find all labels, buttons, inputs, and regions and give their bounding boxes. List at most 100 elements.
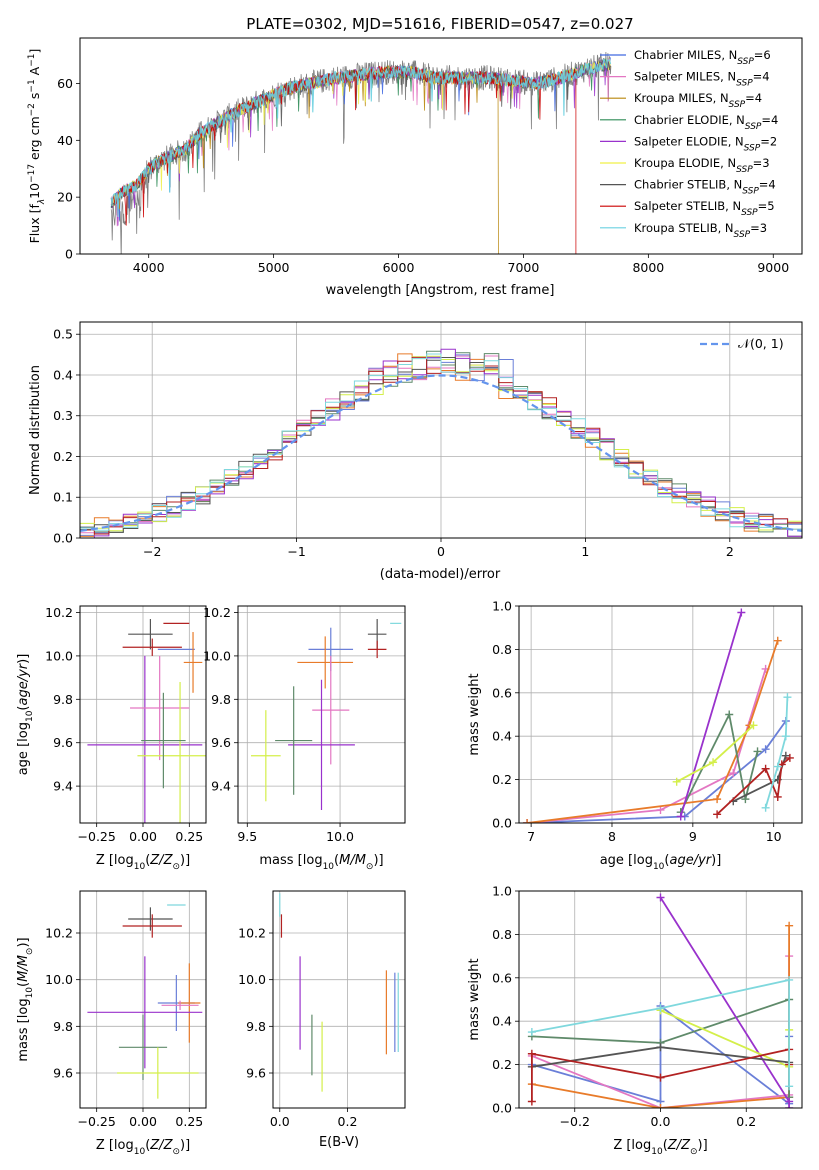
mass-weight-marker <box>773 762 782 771</box>
y-tick-label: 0.8 <box>492 927 512 942</box>
errorbar-point <box>87 655 203 823</box>
errorbar-point <box>137 681 206 823</box>
label-fragment: =4 <box>753 70 770 84</box>
mass-weight-marker <box>656 893 665 902</box>
y-axis-label: Normed distribution <box>28 365 43 495</box>
x-tick-label: 8000 <box>632 260 664 275</box>
panel-mass_weight_vs_Z: −0.2 0.0 0.2 0.0 0.2 0.4 0.6 0.8 1.0 Z [log10(Z/Z… <box>467 884 803 1157</box>
y-axis-label: mass weight <box>467 673 482 755</box>
errorbar-point <box>288 679 355 810</box>
errorbar-point <box>312 655 350 765</box>
mass-weight-marker <box>523 819 532 823</box>
panel-age_vs_Z: −0.25 0.00 0.259.49.69.810.010.2Z [log10(Z… <box>16 605 207 872</box>
label-fragment: erg cm <box>27 116 42 164</box>
label-fragment: SSP <box>741 208 758 218</box>
mass-weight-marker <box>781 732 790 741</box>
axes-frame <box>79 605 207 824</box>
mass-weight-marker <box>785 753 794 762</box>
mass-weight-marker <box>785 921 794 930</box>
label-fragment: mass [log <box>16 998 31 1061</box>
x-axis-label: Z [log10(Z/Z⊙)] <box>613 1138 707 1157</box>
mass-weight-marker <box>761 803 770 812</box>
label-fragment: −1 <box>27 79 37 92</box>
label-fragment: 10 <box>323 862 335 872</box>
legend-entry-label: Kroupa ELODIE, NSSP=3 <box>634 156 770 175</box>
label-fragment: Chabrier MILES, N <box>634 48 737 62</box>
x-tick-label: 7 <box>527 829 535 844</box>
legend-entry-label: Salpeter MILES, NSSP=4 <box>634 70 770 89</box>
mass-weight-marker <box>781 751 790 760</box>
label-fragment: M/M <box>16 955 31 982</box>
legend-entry-label: Salpeter STELIB, NSSP=5 <box>634 199 775 218</box>
errorbar-point <box>87 956 203 1069</box>
axes-frame <box>237 605 406 824</box>
label-fragment: 10 <box>651 1147 663 1157</box>
y-tick-label: 0.8 <box>492 642 512 657</box>
label-fragment: )] <box>180 1138 190 1153</box>
mass-weight-marker <box>753 747 762 756</box>
mass-weight-marker <box>783 693 792 702</box>
y-axis-label: age [log10(age/yr)] <box>16 654 35 776</box>
y-tick-label: 9.4 <box>53 779 73 794</box>
y-tick-label: 9.8 <box>246 1019 266 1034</box>
errorbar-point <box>183 632 203 693</box>
axes-frame <box>518 890 803 1109</box>
y-tick-label: 9.8 <box>53 1019 73 1034</box>
y-tick-label: 9.8 <box>53 692 73 707</box>
y-tick-label: 0.0 <box>53 531 73 546</box>
residual-histogram <box>80 353 802 533</box>
label-fragment: =5 <box>758 199 775 213</box>
x-axis-label: mass [log10(M/M⊙)] <box>259 853 383 872</box>
y-tick-label: 0.6 <box>492 685 512 700</box>
mass-weight-marker <box>749 721 758 730</box>
y-tick-label: 9.6 <box>53 1066 73 1081</box>
x-axis-label: (data-model)/error <box>380 567 501 582</box>
label-fragment: Chabrier ELODIE, N <box>634 113 745 127</box>
x-tick-label: −0.2 <box>560 1114 590 1129</box>
mass-weight-marker <box>773 792 782 801</box>
errorbar-plot-area <box>87 904 203 1099</box>
y-tick-label: 10.0 <box>45 972 73 987</box>
axes-frame <box>518 605 803 824</box>
mass-weight-line <box>679 612 743 817</box>
x-tick-label: 9 <box>689 829 697 844</box>
label-fragment: SSP <box>736 165 753 175</box>
y-tick-label: 10.2 <box>238 926 266 941</box>
mass-weight-marker <box>656 805 665 814</box>
errorbar-point <box>161 1000 199 1010</box>
panel-mass_vs_Z: −0.25 0.00 0.259.69.810.010.2Z [log10(Z/Z⊙… <box>16 890 207 1157</box>
x-tick-label: 10.0 <box>326 829 354 844</box>
label-fragment: )] <box>180 853 190 868</box>
label-fragment: age [log <box>600 853 653 868</box>
label-fragment: Salpeter ELODIE, N <box>634 134 744 148</box>
label-fragment: 10 <box>134 1147 146 1157</box>
label-fragment: Z/Z <box>149 1138 173 1153</box>
label-fragment: Z [log <box>613 1138 651 1153</box>
errorbar-plot-area <box>87 619 206 823</box>
label-fragment: ( <box>664 853 669 868</box>
y-tick-label: 60 <box>57 76 73 91</box>
label-fragment: ⊙ <box>25 948 35 956</box>
label-fragment: 10 <box>134 862 146 872</box>
y-tick-label: 9.4 <box>211 779 231 794</box>
y-tick-label: 9.8 <box>211 692 231 707</box>
label-fragment: ⊙ <box>172 1147 180 1157</box>
label-fragment: =4 <box>761 113 778 127</box>
mass-weight-marker <box>785 975 794 984</box>
mass-weight-marker <box>709 758 718 767</box>
errorbar-point <box>117 1047 199 1099</box>
y-tick-label: 0.5 <box>53 327 73 342</box>
y-tick-label: 10.0 <box>238 972 266 987</box>
y-tick-label: 0.3 <box>53 408 73 423</box>
errorbar-point <box>178 963 201 1043</box>
label-fragment: ( <box>145 1138 150 1153</box>
label-fragment: Kroupa STELIB, N <box>634 221 734 235</box>
errorbar-plot-area <box>250 619 402 810</box>
y-tick-label: 0.0 <box>492 1101 512 1116</box>
label-fragment: =4 <box>759 178 776 192</box>
label-fragment: M/M <box>339 853 366 868</box>
mass-weight-marker <box>761 745 770 754</box>
x-tick-label: 9000 <box>757 260 789 275</box>
